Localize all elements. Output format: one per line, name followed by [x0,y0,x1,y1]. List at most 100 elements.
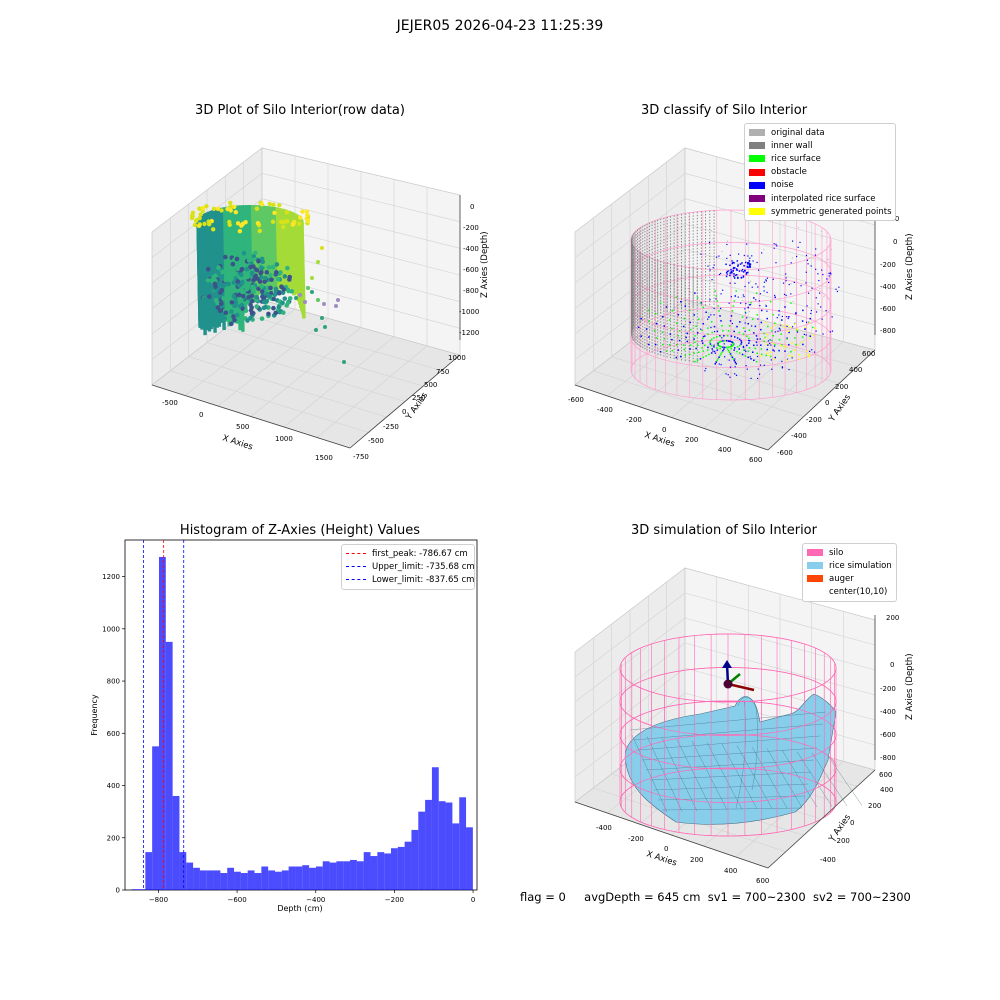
surface-point [702,356,705,359]
noise-point [811,287,813,289]
surface-point [713,325,716,328]
inner-wall-point [666,304,668,307]
inner-wall-point [635,293,637,296]
inner-wall-point [684,326,686,329]
noise-point [713,307,715,309]
rice-simulation-mesh [629,697,863,813]
surface-point [763,340,765,343]
inner-wall-point [632,252,634,255]
surface-point [753,332,755,334]
inner-wall-point [634,244,636,246]
inner-wall-point [651,296,653,299]
inner-wall-point [631,292,632,295]
original-data-point [726,240,728,242]
inner-wall-point [654,349,656,351]
inner-wall-point [677,343,679,345]
noise-point [757,318,759,320]
noise-point [734,274,737,277]
inner-wall-point [642,343,644,346]
inner-wall-point [688,318,690,320]
inner-wall-point [663,235,665,238]
inner-wall-point [692,321,694,324]
inner-wall-point [638,309,640,311]
inner-wall-point [692,305,694,307]
inner-wall-point [651,308,653,311]
inner-wall-point [631,248,633,250]
inner-wall-point [642,277,644,279]
noise-point [748,304,751,306]
classify-xtick-label: -600 [568,396,584,404]
surface-point [750,358,752,360]
legend-label: rice simulation [829,560,892,571]
inner-wall-point [637,268,638,271]
inner-wall-point [696,346,698,348]
surface-point [733,330,735,333]
noise-point [781,315,783,318]
inner-wall-point [713,213,715,215]
inner-wall-point [631,314,633,316]
inner-wall-point [673,282,675,284]
raw-point [230,261,236,267]
inner-wall-point [642,289,644,292]
noise-point [756,261,758,264]
inner-wall-point [632,327,634,330]
surface-point [754,347,757,350]
inner-wall-point [637,256,638,259]
surface-point [795,312,797,315]
raw-scatter-point [320,246,324,250]
raw-scatter-point [320,316,324,320]
inner-wall-point [677,301,679,304]
raw-point [231,294,237,299]
inner-wall-point [670,311,672,314]
surface-point [648,336,650,338]
inner-wall-point [640,297,642,300]
inner-wall-point [646,259,648,262]
classify-ytick-label: -400 [791,432,807,440]
raw-point [282,296,288,301]
raw-point [222,282,227,288]
inner-wall-point [632,254,634,256]
raw-point [290,222,296,227]
inner-wall-point [684,275,686,278]
raw-point [260,294,265,299]
inner-wall-point [632,272,634,274]
inner-wall-point [657,297,659,300]
inner-wall-point [660,339,662,341]
noise-point [737,265,739,267]
inner-wall-point [670,222,672,224]
inner-wall-point [666,262,668,265]
raw-point [250,298,255,304]
inner-wall-point [681,337,682,340]
inner-wall-point [644,243,646,245]
inner-wall-point [633,267,635,269]
inner-wall-point [654,283,656,286]
inner-wall-point [681,328,682,331]
inner-wall-point [637,274,638,277]
inner-wall-point [633,249,635,251]
inner-wall-point [633,261,635,263]
histogram-bar [336,861,344,890]
surface-point [760,353,763,356]
inner-wall-point [651,230,653,233]
inner-wall-point [666,283,668,286]
inner-wall-point [684,281,686,284]
inner-wall-point [638,288,640,290]
raw-point [300,209,305,214]
inner-wall-point [684,246,686,248]
surface-point [694,335,696,337]
raw-xtick-label: 1500 [315,454,333,462]
inner-wall-point [642,292,644,295]
inner-wall-point [646,226,648,229]
noise-point [749,263,751,266]
inner-wall-point [684,306,686,308]
inner-wall-point [663,343,665,345]
inner-wall-point [666,265,668,268]
inner-wall-point [670,249,672,251]
inner-wall-point [663,316,665,318]
inner-wall-point [633,233,635,235]
inner-wall-point [633,293,635,295]
inner-wall-point [631,327,633,330]
inner-wall-point [654,220,656,223]
inner-wall-point [677,265,679,268]
mesh-line [706,742,743,810]
